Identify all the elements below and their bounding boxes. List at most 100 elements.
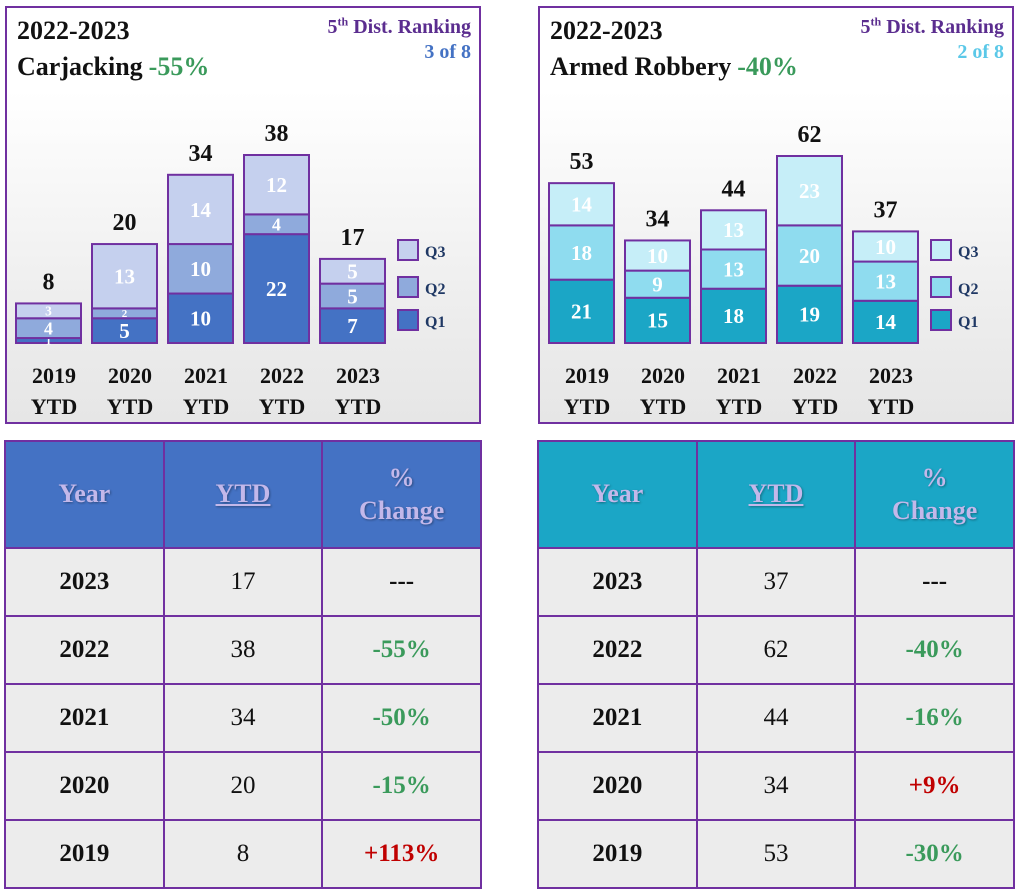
year-cell: 2022 (4, 615, 165, 685)
crime-change: -40% (737, 52, 798, 81)
segment-value-label: 10 (875, 235, 896, 259)
bar-segment-q1 (319, 307, 386, 344)
legend-swatch-q2 (397, 276, 419, 298)
x-tick-label: 2021 YTD (182, 363, 230, 419)
change-cell: -16% (854, 683, 1015, 753)
crime-change: -55% (148, 52, 210, 81)
year-header: Year (4, 440, 165, 549)
legend-swatch-q3 (397, 239, 419, 261)
legend-swatch-q3 (930, 239, 952, 261)
bar-segment-q3 (243, 154, 310, 216)
bar-segment-q3 (700, 209, 767, 251)
table-row: 2022 62 -40% (537, 615, 1015, 685)
change-cell: -30% (854, 819, 1015, 889)
change-cell: -50% (321, 683, 482, 753)
year-cell: 2023 (537, 547, 698, 617)
x-tick-label: 2019 YTD (30, 363, 78, 419)
ytd-header: YTD (162, 440, 324, 549)
year-cell: 2023 (4, 547, 165, 617)
table-row: 2019 53 -30% (537, 819, 1015, 889)
bar-segment-q3 (852, 230, 919, 263)
bar-segment-q2 (776, 224, 843, 287)
x-tick-label: 2021 YTD (715, 363, 763, 419)
ytd-cell: 53 (695, 819, 857, 889)
segment-value-label: 1 (46, 335, 52, 347)
bar-total-label: 17 (341, 225, 365, 251)
segment-value-label: 13 (114, 265, 135, 289)
chart-period: 2022-2023 (550, 16, 663, 45)
year-cell: 2022 (537, 615, 698, 685)
table-row: 2023 17 --- (4, 547, 482, 617)
table-row: 2021 34 -50% (4, 683, 482, 753)
ranking-suffix: th (337, 14, 349, 28)
segment-value-label: 13 (723, 218, 744, 242)
year-cell: 2019 (537, 819, 698, 889)
armed-robbery-stacked-bar-chart: 21 18 14 53 15 9 10 34 18 13 13 44 19 20 23 62 14 13 10 37 Q… (548, 122, 978, 345)
x-tick-label: 2022 YTD (258, 363, 306, 419)
table-row: 2023 37 --- (537, 547, 1015, 617)
segment-value-label: 4 (272, 214, 281, 234)
armed-robbery-table: Year YTD % Change 2023 37 --- 2022 62 -40… (537, 440, 1015, 889)
change-cell: -40% (854, 615, 1015, 685)
segment-value-label: 15 (647, 309, 668, 333)
bar-segment-q1 (700, 287, 767, 345)
segment-value-label: 14 (571, 193, 593, 217)
bar-segment-q1 (852, 299, 919, 345)
x-tick-label: 2020 YTD (639, 363, 687, 419)
segment-value-label: 5 (347, 260, 358, 284)
year-header: Year (537, 440, 698, 549)
segment-value-label: 14 (190, 198, 212, 222)
ytd-cell: 37 (695, 547, 857, 617)
segment-value-label: 10 (647, 244, 668, 268)
bar-segment-q3 (167, 173, 234, 246)
table-row: 2021 44 -16% (537, 683, 1015, 753)
ranking-label: Dist. Ranking (353, 15, 471, 38)
legend-label: Q1 (958, 314, 978, 331)
bar-total-label: 34 (189, 141, 213, 167)
bar-segment-q3 (776, 155, 843, 227)
year-cell: 2019 (4, 819, 165, 889)
bar-segment-q1 (167, 292, 234, 344)
crime-name: Armed Robbery (550, 52, 732, 81)
segment-value-label: 13 (875, 270, 896, 294)
bar-segment-q3 (319, 257, 386, 285)
bar-total-label: 37 (874, 197, 898, 223)
segment-value-label: 2 (122, 308, 128, 320)
segment-value-label: 10 (190, 257, 211, 281)
bar-segment-q2 (319, 282, 386, 310)
year-cell: 2021 (4, 683, 165, 753)
bar-total-label: 62 (798, 122, 822, 148)
segment-value-label: 18 (571, 241, 592, 265)
ytd-cell: 38 (162, 615, 324, 685)
segment-value-label: 5 (347, 284, 358, 308)
bar-total-label: 8 (43, 269, 55, 295)
carjacking-chart-panel: 2022-2023 Carjacking -55% 5th Dist. Ranki… (5, 6, 481, 424)
legend-swatch-q1 (930, 309, 952, 331)
segment-value-label: 5 (119, 319, 130, 343)
ranking-value: 3 of 8 (424, 40, 471, 63)
segment-value-label: 9 (652, 273, 663, 297)
segment-value-label: 20 (799, 244, 820, 268)
armed-robbery-chart-panel: 2022-2023 Armed Robbery -40% 5th Dist. Ra… (538, 6, 1014, 424)
x-tick-label: 2023 YTD (867, 363, 915, 419)
segment-value-label: 21 (571, 300, 592, 324)
chart-title: Armed Robbery -40% (550, 52, 798, 82)
pct-change-header: % Change (854, 440, 1015, 549)
legend-label: Q3 (425, 244, 445, 261)
table-header-row: Year YTD % Change (537, 440, 1015, 549)
chart-title: Carjacking -55% (17, 52, 209, 82)
ytd-cell: 62 (695, 615, 857, 685)
change-cell: +113% (321, 819, 482, 889)
ranking-prefix: 5 (860, 15, 871, 38)
year-cell: 2020 (4, 751, 165, 821)
ranking-value: 2 of 8 (957, 40, 1004, 63)
change-cell: --- (321, 547, 482, 617)
bar-segment-q3 (624, 239, 691, 272)
change-cell: -55% (321, 615, 482, 685)
bar-total-label: 38 (265, 121, 289, 147)
chart-period: 2022-2023 (17, 16, 130, 45)
bar-segment-q3 (91, 243, 158, 310)
district-ranking: 5th Dist. Ranking 3 of 8 (328, 14, 471, 65)
bar-segment-q1 (776, 284, 843, 344)
